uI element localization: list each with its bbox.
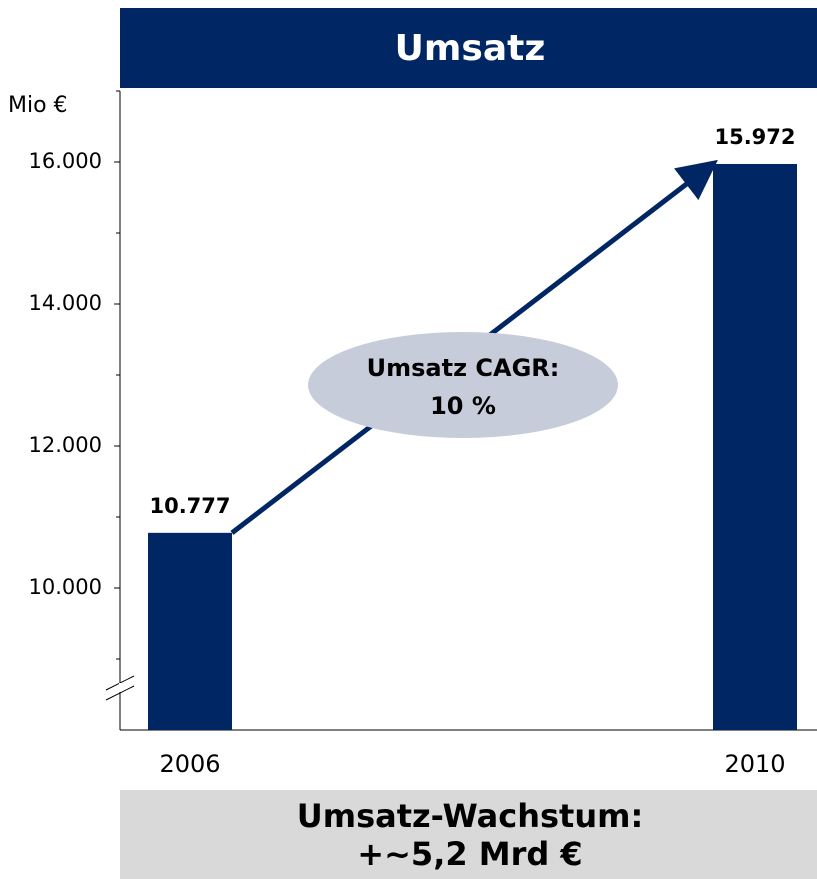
title-box: [120, 8, 817, 88]
bar: [148, 532, 232, 730]
footer-line: Umsatz-Wachstum:: [297, 797, 644, 835]
y-tick-label: 10.000: [29, 575, 102, 599]
footer-line: +~5,2 Mrd €: [357, 835, 582, 873]
chart-title: Umsatz: [395, 28, 546, 69]
annotation: Umsatz CAGR:: [367, 354, 560, 382]
value-label: 15.972: [714, 125, 795, 149]
y-tick-label: 14.000: [29, 291, 102, 315]
value-label: 10.777: [149, 494, 230, 518]
y-tick-label: 16.000: [29, 149, 102, 173]
bar: [713, 163, 797, 730]
x-tick-label: 2006: [159, 750, 220, 778]
annotation: 10 %: [430, 392, 496, 420]
y-unit: Mio €: [8, 93, 68, 118]
annotation-bubble: [308, 332, 618, 438]
footer-box: [120, 790, 817, 879]
y-tick-label: 12.000: [29, 433, 102, 457]
axis-break-gap: [119, 683, 121, 692]
x-tick-label: 2010: [724, 750, 785, 778]
axis-break: [105, 685, 135, 701]
